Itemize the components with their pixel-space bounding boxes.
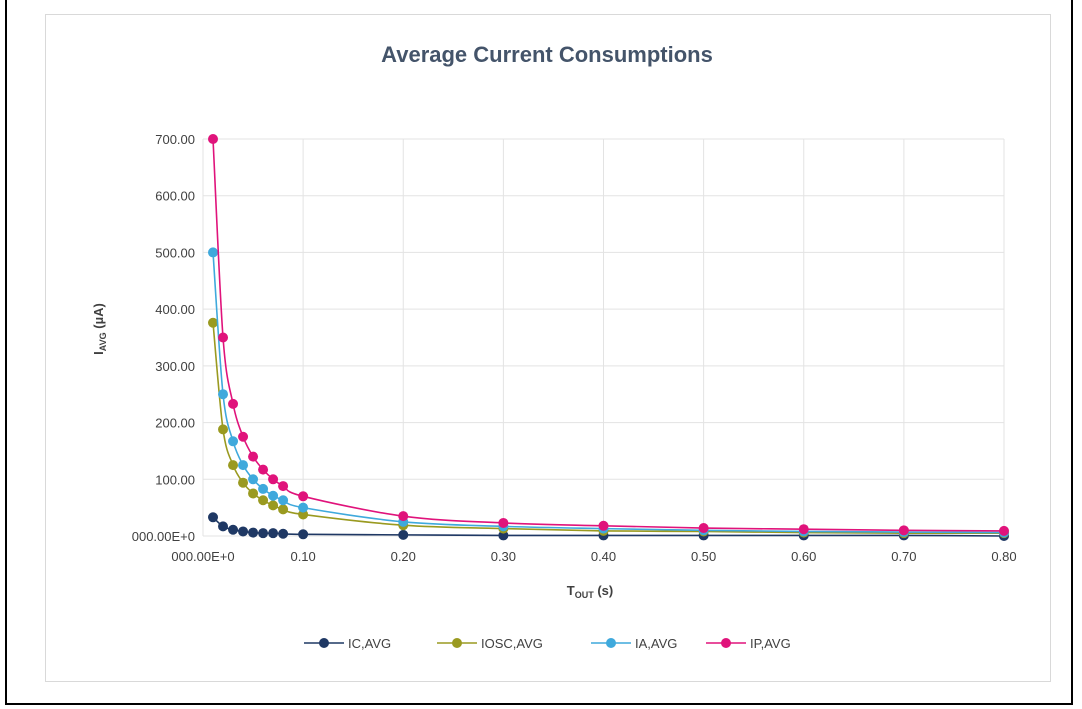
data-point — [218, 424, 229, 435]
data-point — [248, 451, 259, 462]
data-point — [278, 481, 289, 492]
legend-item: IA,AVG — [591, 636, 677, 651]
y-tick-label: 400.00 — [155, 302, 195, 317]
legend-marker — [319, 638, 329, 648]
data-point — [208, 512, 219, 523]
y-tick-label: 300.00 — [155, 359, 195, 374]
data-point — [258, 495, 269, 506]
data-point — [898, 525, 909, 536]
data-point — [278, 528, 289, 539]
data-point — [238, 431, 249, 442]
data-point — [268, 474, 279, 485]
data-point — [228, 460, 239, 471]
data-point — [228, 524, 239, 535]
x-tick-label: 0.20 — [391, 549, 416, 564]
data-point — [268, 528, 279, 539]
data-point — [498, 517, 509, 528]
legend-marker — [452, 638, 462, 648]
line-chart: Average Current Consumptions 000.00E+0 10… — [91, 42, 1017, 651]
y-tick-label: 700.00 — [155, 132, 195, 147]
data-point — [278, 504, 289, 515]
data-point — [698, 523, 709, 534]
data-point — [258, 483, 269, 494]
series-line — [212, 252, 1005, 534]
data-point — [218, 389, 229, 400]
legend-label: IOSC,AVG — [481, 636, 543, 651]
legend-marker — [721, 638, 731, 648]
y-tick-label: 100.00 — [155, 472, 195, 487]
data-point — [298, 502, 309, 513]
series-ip-avg — [208, 134, 1009, 536]
x-tick-label: 0.80 — [991, 549, 1016, 564]
legend-marker — [606, 638, 616, 648]
y-tick-label: 600.00 — [155, 189, 195, 204]
series-ia-avg — [208, 247, 1009, 538]
chart-title: Average Current Consumptions — [381, 42, 713, 67]
grid-layer — [202, 138, 1005, 537]
series-iosc-avg — [208, 317, 1009, 539]
data-point — [598, 520, 609, 531]
y-axis-label: IAVG (µA) — [91, 303, 108, 355]
data-point — [238, 460, 249, 471]
data-point — [278, 495, 289, 506]
legend-label: IC,AVG — [348, 636, 391, 651]
y-tick-label: 200.00 — [155, 416, 195, 431]
data-point — [298, 491, 309, 502]
x-tick-label: 0.70 — [891, 549, 916, 564]
legend-label: IA,AVG — [635, 636, 677, 651]
data-point — [238, 526, 249, 537]
legend: IC,AVG IOSC,AVG IA,AVG IP,AVG — [304, 636, 791, 651]
data-point — [248, 527, 259, 538]
data-point — [999, 525, 1009, 536]
data-point — [238, 477, 249, 488]
data-point — [208, 317, 219, 328]
y-tick-labels: 000.00E+0 100.00 200.00 300.00 400.00 500.00 6… — [132, 132, 195, 544]
data-point — [798, 524, 809, 535]
data-point — [228, 398, 239, 409]
x-tick-label: 0.40 — [591, 549, 616, 564]
data-point — [248, 474, 259, 485]
data-point — [258, 464, 269, 475]
data-point — [228, 436, 239, 447]
y-tick-label: 500.00 — [155, 245, 195, 260]
data-point — [398, 511, 409, 522]
x-tick-label: 0.50 — [691, 549, 716, 564]
data-point — [208, 134, 219, 144]
x-tick-label: 0.10 — [290, 549, 315, 564]
series-layer — [208, 134, 1009, 541]
data-point — [398, 529, 409, 540]
data-point — [218, 332, 229, 343]
x-tick-label: 0.30 — [491, 549, 516, 564]
data-point — [248, 488, 259, 499]
legend-label: IP,AVG — [750, 636, 791, 651]
data-point — [218, 521, 229, 532]
y-tick-label: 000.00E+0 — [132, 529, 195, 544]
x-tick-label: 000.00E+0 — [171, 549, 234, 564]
data-point — [268, 490, 279, 501]
legend-item: IOSC,AVG — [437, 636, 543, 651]
legend-item: IP,AVG — [706, 636, 791, 651]
data-point — [268, 500, 279, 511]
data-point — [298, 529, 309, 540]
series-line — [212, 138, 1005, 532]
x-axis-label: TOUT (s) — [567, 583, 613, 600]
chart-area: Average Current Consumptions 000.00E+0 10… — [45, 14, 1051, 682]
data-point — [258, 528, 269, 539]
data-point — [208, 247, 219, 258]
x-tick-labels: 000.00E+0 0.10 0.20 0.30 0.40 0.50 0.60 0.70 0.8… — [171, 549, 1016, 564]
figure-frame: Average Current Consumptions 000.00E+0 10… — [5, 0, 1073, 705]
x-tick-label: 0.60 — [791, 549, 816, 564]
series-line — [212, 322, 1005, 535]
legend-item: IC,AVG — [304, 636, 391, 651]
